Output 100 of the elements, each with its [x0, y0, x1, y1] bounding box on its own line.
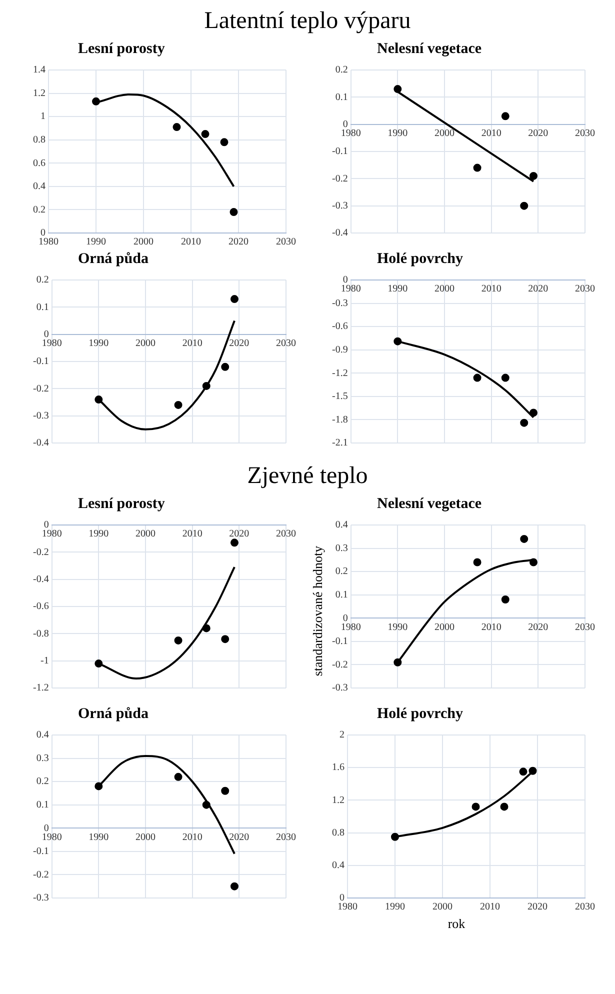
x-tick-label: 2030: [575, 902, 595, 913]
y-tick-label: 1.2: [332, 794, 344, 806]
point: [473, 374, 482, 382]
x-tick-label: 1980: [42, 528, 62, 540]
y-tick-label: 0: [44, 328, 49, 340]
y-tick-label: 0: [342, 274, 348, 286]
x-tick-label: 1990: [388, 622, 408, 633]
point: [230, 538, 238, 547]
point: [473, 558, 482, 566]
y-tick-label: 0.4: [33, 181, 46, 192]
y-tick-label: 1.6: [332, 762, 344, 774]
point: [520, 534, 528, 543]
point: [473, 164, 482, 172]
y-tick-label: -1.2: [32, 682, 49, 694]
y-tick-label: 0.4: [335, 520, 348, 531]
point: [172, 123, 181, 132]
y-tick-label: 0: [44, 822, 49, 834]
x-tick-label: 2020: [228, 236, 248, 248]
point: [230, 208, 238, 216]
y-tick-label: -0.2: [32, 383, 49, 394]
y-tick-label: 0: [342, 612, 348, 624]
point: [501, 374, 510, 382]
chart-title: Nelesní vegetace: [377, 496, 482, 514]
x-tick-label: 2020: [528, 284, 548, 295]
chart-title: Holé povrchy: [377, 251, 463, 269]
y-tick-label: 0.4: [36, 730, 49, 741]
x-tick-label: 2020: [528, 128, 548, 139]
x-tick-label: 1980: [42, 832, 62, 843]
x-tick-label: 2000: [136, 338, 156, 349]
chart-title: Holé povrchy: [377, 706, 463, 724]
y-tick-label: 0.2: [335, 64, 348, 76]
x-tick-label: 1990: [385, 902, 405, 913]
y-tick-label: 0: [44, 520, 49, 531]
y-tick-label: -0.2: [32, 869, 49, 880]
y-tick-label: -0.1: [32, 356, 49, 368]
point: [92, 97, 100, 106]
point: [220, 138, 228, 146]
point: [174, 772, 182, 781]
x-tick-label: 1990: [388, 128, 408, 139]
y-tick-label: -0.1: [332, 636, 348, 648]
y-tick-label: -1.8: [332, 414, 348, 426]
x-tick-label: 1980: [42, 338, 62, 349]
y-tick-label: -1.2: [332, 368, 348, 379]
x-tick-label: 2000: [434, 128, 454, 139]
y-tick-label: -0.3: [32, 892, 49, 904]
x-tick-label: 2010: [481, 622, 502, 633]
x-tick-label: 2030: [575, 128, 595, 139]
x-tick-label: 2020: [229, 528, 250, 540]
y-tick-label: -0.2: [332, 173, 348, 184]
y-tick-label: -0.3: [332, 200, 348, 212]
y-tick-label: -1.5: [332, 391, 348, 402]
point: [202, 382, 210, 390]
x-tick-label: 1990: [88, 338, 109, 349]
y-tick-label: 0.2: [335, 566, 348, 578]
x-tick-label: 2030: [276, 236, 296, 248]
x-tick-label: 2030: [575, 622, 595, 633]
y-tick-label: 0.1: [335, 92, 348, 103]
x-tick-label: 2030: [276, 338, 296, 349]
y-tick-label: 0: [342, 118, 348, 130]
point: [94, 396, 103, 404]
x-tick-label: 2000: [136, 528, 156, 540]
point: [529, 172, 538, 180]
x-tick-label: 2030: [276, 528, 296, 540]
point: [520, 418, 528, 427]
y-tick-label: -1: [40, 655, 49, 666]
point: [202, 624, 210, 632]
y-tick-label: 0.1: [36, 302, 49, 313]
point: [221, 362, 230, 371]
point: [394, 658, 402, 666]
x-tick-label: 2010: [481, 284, 502, 295]
point: [529, 408, 538, 417]
x-tick-label: 2030: [276, 832, 296, 843]
chart-title: Orná půda: [78, 706, 148, 724]
point: [202, 800, 210, 809]
point: [501, 596, 510, 604]
y-tick-label: 1.4: [33, 64, 46, 76]
y-tick-label: 2: [340, 730, 344, 741]
point: [230, 295, 238, 304]
chart-title: Nelesní vegetace: [377, 41, 482, 59]
y-tick-label: 0: [40, 228, 46, 239]
point: [528, 766, 537, 775]
y-tick-label: -0.9: [332, 344, 348, 356]
point: [529, 558, 538, 566]
x-tick-label: 1990: [86, 236, 106, 248]
y-tick-label: 0.6: [33, 158, 46, 169]
x-tick-label: 1990: [88, 528, 109, 540]
x-tick-label: 2000: [434, 284, 454, 295]
x-tick-label: 1980: [38, 236, 58, 248]
point: [221, 635, 230, 644]
x-tick-label: 2010: [182, 528, 202, 540]
text: Latentní teplo výparu: [203, 8, 412, 35]
y-tick-label: -0.3: [332, 298, 348, 309]
x-tick-label: 1980: [338, 902, 358, 913]
x-axis-title: rok: [446, 916, 466, 932]
x-tick-label: 1980: [340, 284, 361, 295]
x-tick-label: 2010: [182, 338, 202, 349]
y-tick-label: -0.1: [332, 146, 348, 158]
y-tick-label: 0.2: [36, 274, 49, 286]
chart-title: Lesní porosty: [78, 496, 165, 514]
y-tick-label: 0.1: [36, 799, 49, 810]
